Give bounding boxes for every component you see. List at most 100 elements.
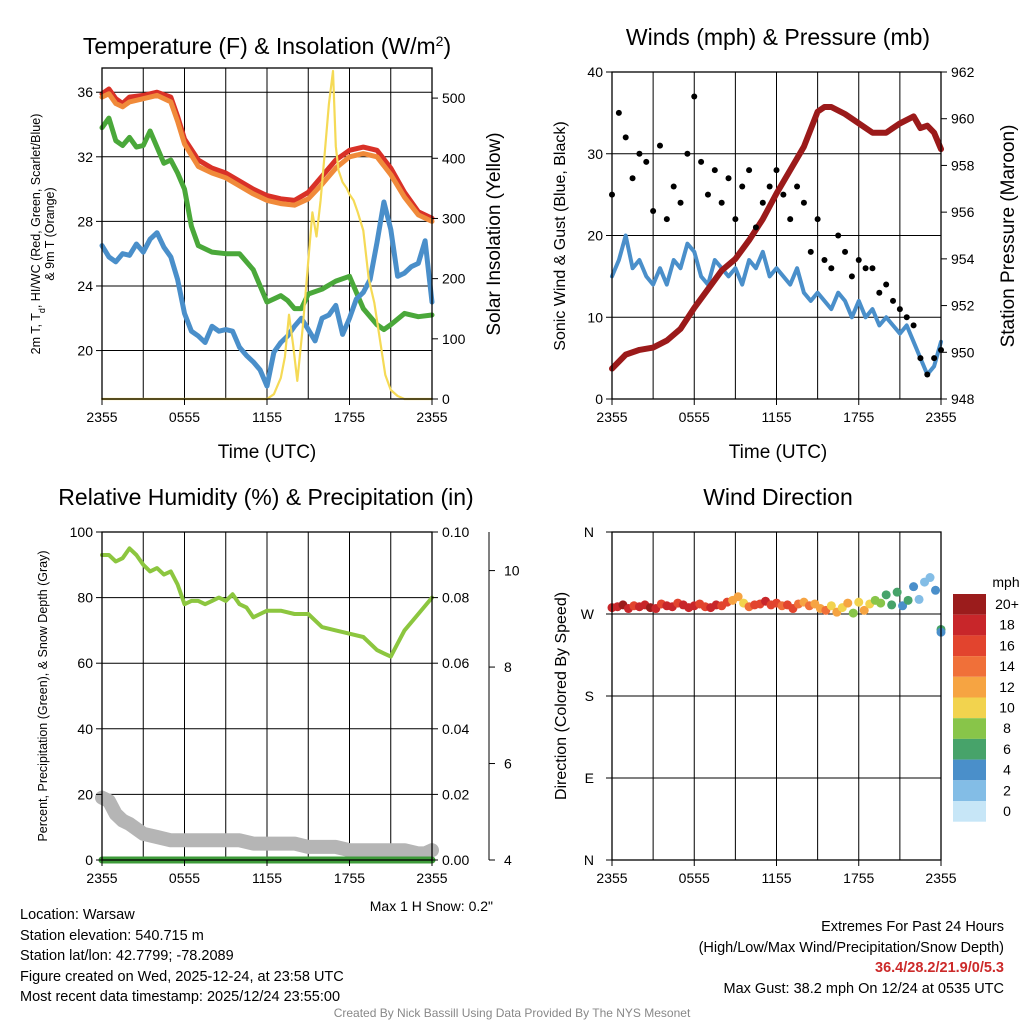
y-right-tick-label: 0.08: [442, 590, 469, 606]
chart-title: Temperature (F) & Insolation (W/m2): [83, 33, 451, 59]
gust-point: [890, 297, 897, 304]
gust-point: [903, 314, 910, 321]
gust-point: [787, 216, 794, 223]
series-line-dewpoint: [99, 199, 435, 389]
x-tick-label: 1155: [252, 409, 282, 425]
latlon-text: Station lat/lon: 42.7799; -78.2089: [20, 948, 234, 964]
chart-title: Wind Direction: [703, 484, 853, 510]
y-right-tick-label: 952: [951, 298, 975, 314]
y-tick-label: 32: [77, 149, 93, 165]
direction-point: [733, 592, 743, 602]
gust-point: [869, 265, 876, 272]
y-tick-label: 10: [587, 309, 603, 325]
direction-point: [887, 600, 897, 610]
y-right-tick-label: 0.10: [442, 524, 469, 540]
x-tick-label: 0555: [679, 409, 710, 425]
gust-point: [924, 371, 931, 378]
series-line-station-pressure: [609, 104, 944, 372]
credit-text: Created By Nick Bassill Using Data Provi…: [333, 1006, 691, 1020]
outer-tick-label: 8: [504, 659, 512, 675]
gust-point: [650, 207, 657, 214]
y-right-tick-label: 948: [951, 391, 975, 407]
x-tick-label: 0555: [169, 870, 200, 886]
x-axis-label: Time (UTC): [218, 442, 317, 463]
recent-text: Most recent data timestamp: 2025/12/24 2…: [20, 989, 341, 1005]
legend-swatch: [953, 697, 986, 719]
x-tick-label: 1155: [761, 870, 791, 886]
y-right-tick-label: 0.00: [442, 852, 469, 868]
gust-point: [931, 355, 938, 362]
max-gust-text: Max Gust: 38.2 mph On 12/24 at 0535 UTC: [723, 980, 1004, 997]
gust-point: [663, 216, 670, 223]
extremes-subtitle: (High/Low/Max Wind/Precipitation/Snow De…: [698, 939, 1004, 956]
y-tick-label: 24: [77, 278, 93, 294]
gust-point: [862, 265, 869, 272]
y-tick-label: 0: [595, 391, 603, 407]
legend-label: 12: [999, 679, 1015, 695]
x-tick-label: 1155: [252, 870, 282, 886]
direction-point: [848, 608, 858, 618]
x-tick-label: 2355: [86, 409, 117, 425]
y-tick-label: 0: [85, 852, 93, 868]
gust-point: [718, 199, 725, 206]
gust-point: [698, 158, 705, 165]
x-tick-label: 1755: [334, 870, 365, 886]
y-tick-label: S: [585, 688, 594, 704]
chart-title: Relative Humidity (%) & Precipitation (i…: [58, 484, 473, 510]
gust-point: [821, 257, 828, 264]
legend-label: 10: [999, 700, 1015, 716]
direction-point: [881, 590, 891, 600]
y-right-tick-label: 0: [442, 391, 450, 407]
series-line-solar-insolation: [100, 69, 434, 401]
y-tick-label: 40: [77, 721, 93, 737]
y-tick-label: 60: [77, 655, 93, 671]
gust-point: [615, 109, 622, 116]
series-line-temperature: [99, 86, 435, 221]
y-right-tick-label: 500: [442, 90, 466, 106]
legend-label: 6: [1003, 741, 1011, 757]
y-right-tick-label: 400: [442, 150, 466, 166]
series-line-sonic-wind: [610, 233, 943, 377]
legend-swatch: [953, 801, 986, 822]
y-tick-label: N: [584, 852, 594, 868]
gust-point: [670, 183, 677, 190]
legend-label: 18: [999, 617, 1015, 633]
gust-point: [677, 199, 684, 206]
gust-point: [732, 216, 739, 223]
x-tick-label: 2355: [86, 870, 117, 886]
direction-point: [854, 597, 864, 607]
series-line-relative-humidity: [100, 546, 434, 659]
y-tick-label: 28: [77, 213, 93, 229]
legend-label: 14: [999, 658, 1015, 674]
x-axis-label: Time (UTC): [729, 442, 828, 463]
x-tick-label: 2355: [925, 409, 956, 425]
legend-swatch: [953, 635, 986, 657]
y-right-tick-label: 300: [442, 210, 466, 226]
x-tick-label: 0555: [679, 870, 710, 886]
gust-point: [759, 199, 766, 206]
gust-point: [848, 273, 855, 280]
created-text: Figure created on Wed, 2025-12-24, at 23…: [20, 968, 344, 985]
legend-label: 0: [1003, 803, 1011, 819]
y-tick-label: 20: [77, 343, 93, 359]
gust-point: [780, 191, 787, 198]
gust-point: [773, 167, 780, 174]
legend-label: 20+: [995, 596, 1019, 612]
gust-point: [883, 281, 890, 288]
direction-point: [892, 587, 902, 597]
outer-tick-label: 10: [504, 563, 520, 579]
y-right-tick-label: 0.04: [442, 721, 469, 737]
y-axis-label: Sonic Wind & Gust (Blue, Black): [552, 121, 569, 350]
gust-point: [711, 167, 718, 174]
direction-point: [859, 605, 869, 615]
x-tick-label: 1755: [843, 870, 874, 886]
x-tick-label: 2355: [416, 870, 447, 886]
gust-point: [746, 167, 753, 174]
gust-point: [766, 183, 773, 190]
y-right-tick-label: 950: [951, 344, 975, 360]
gust-point: [917, 355, 924, 362]
gust-point: [896, 306, 903, 313]
legend-swatch: [953, 676, 986, 698]
x-tick-label: 1755: [843, 409, 874, 425]
